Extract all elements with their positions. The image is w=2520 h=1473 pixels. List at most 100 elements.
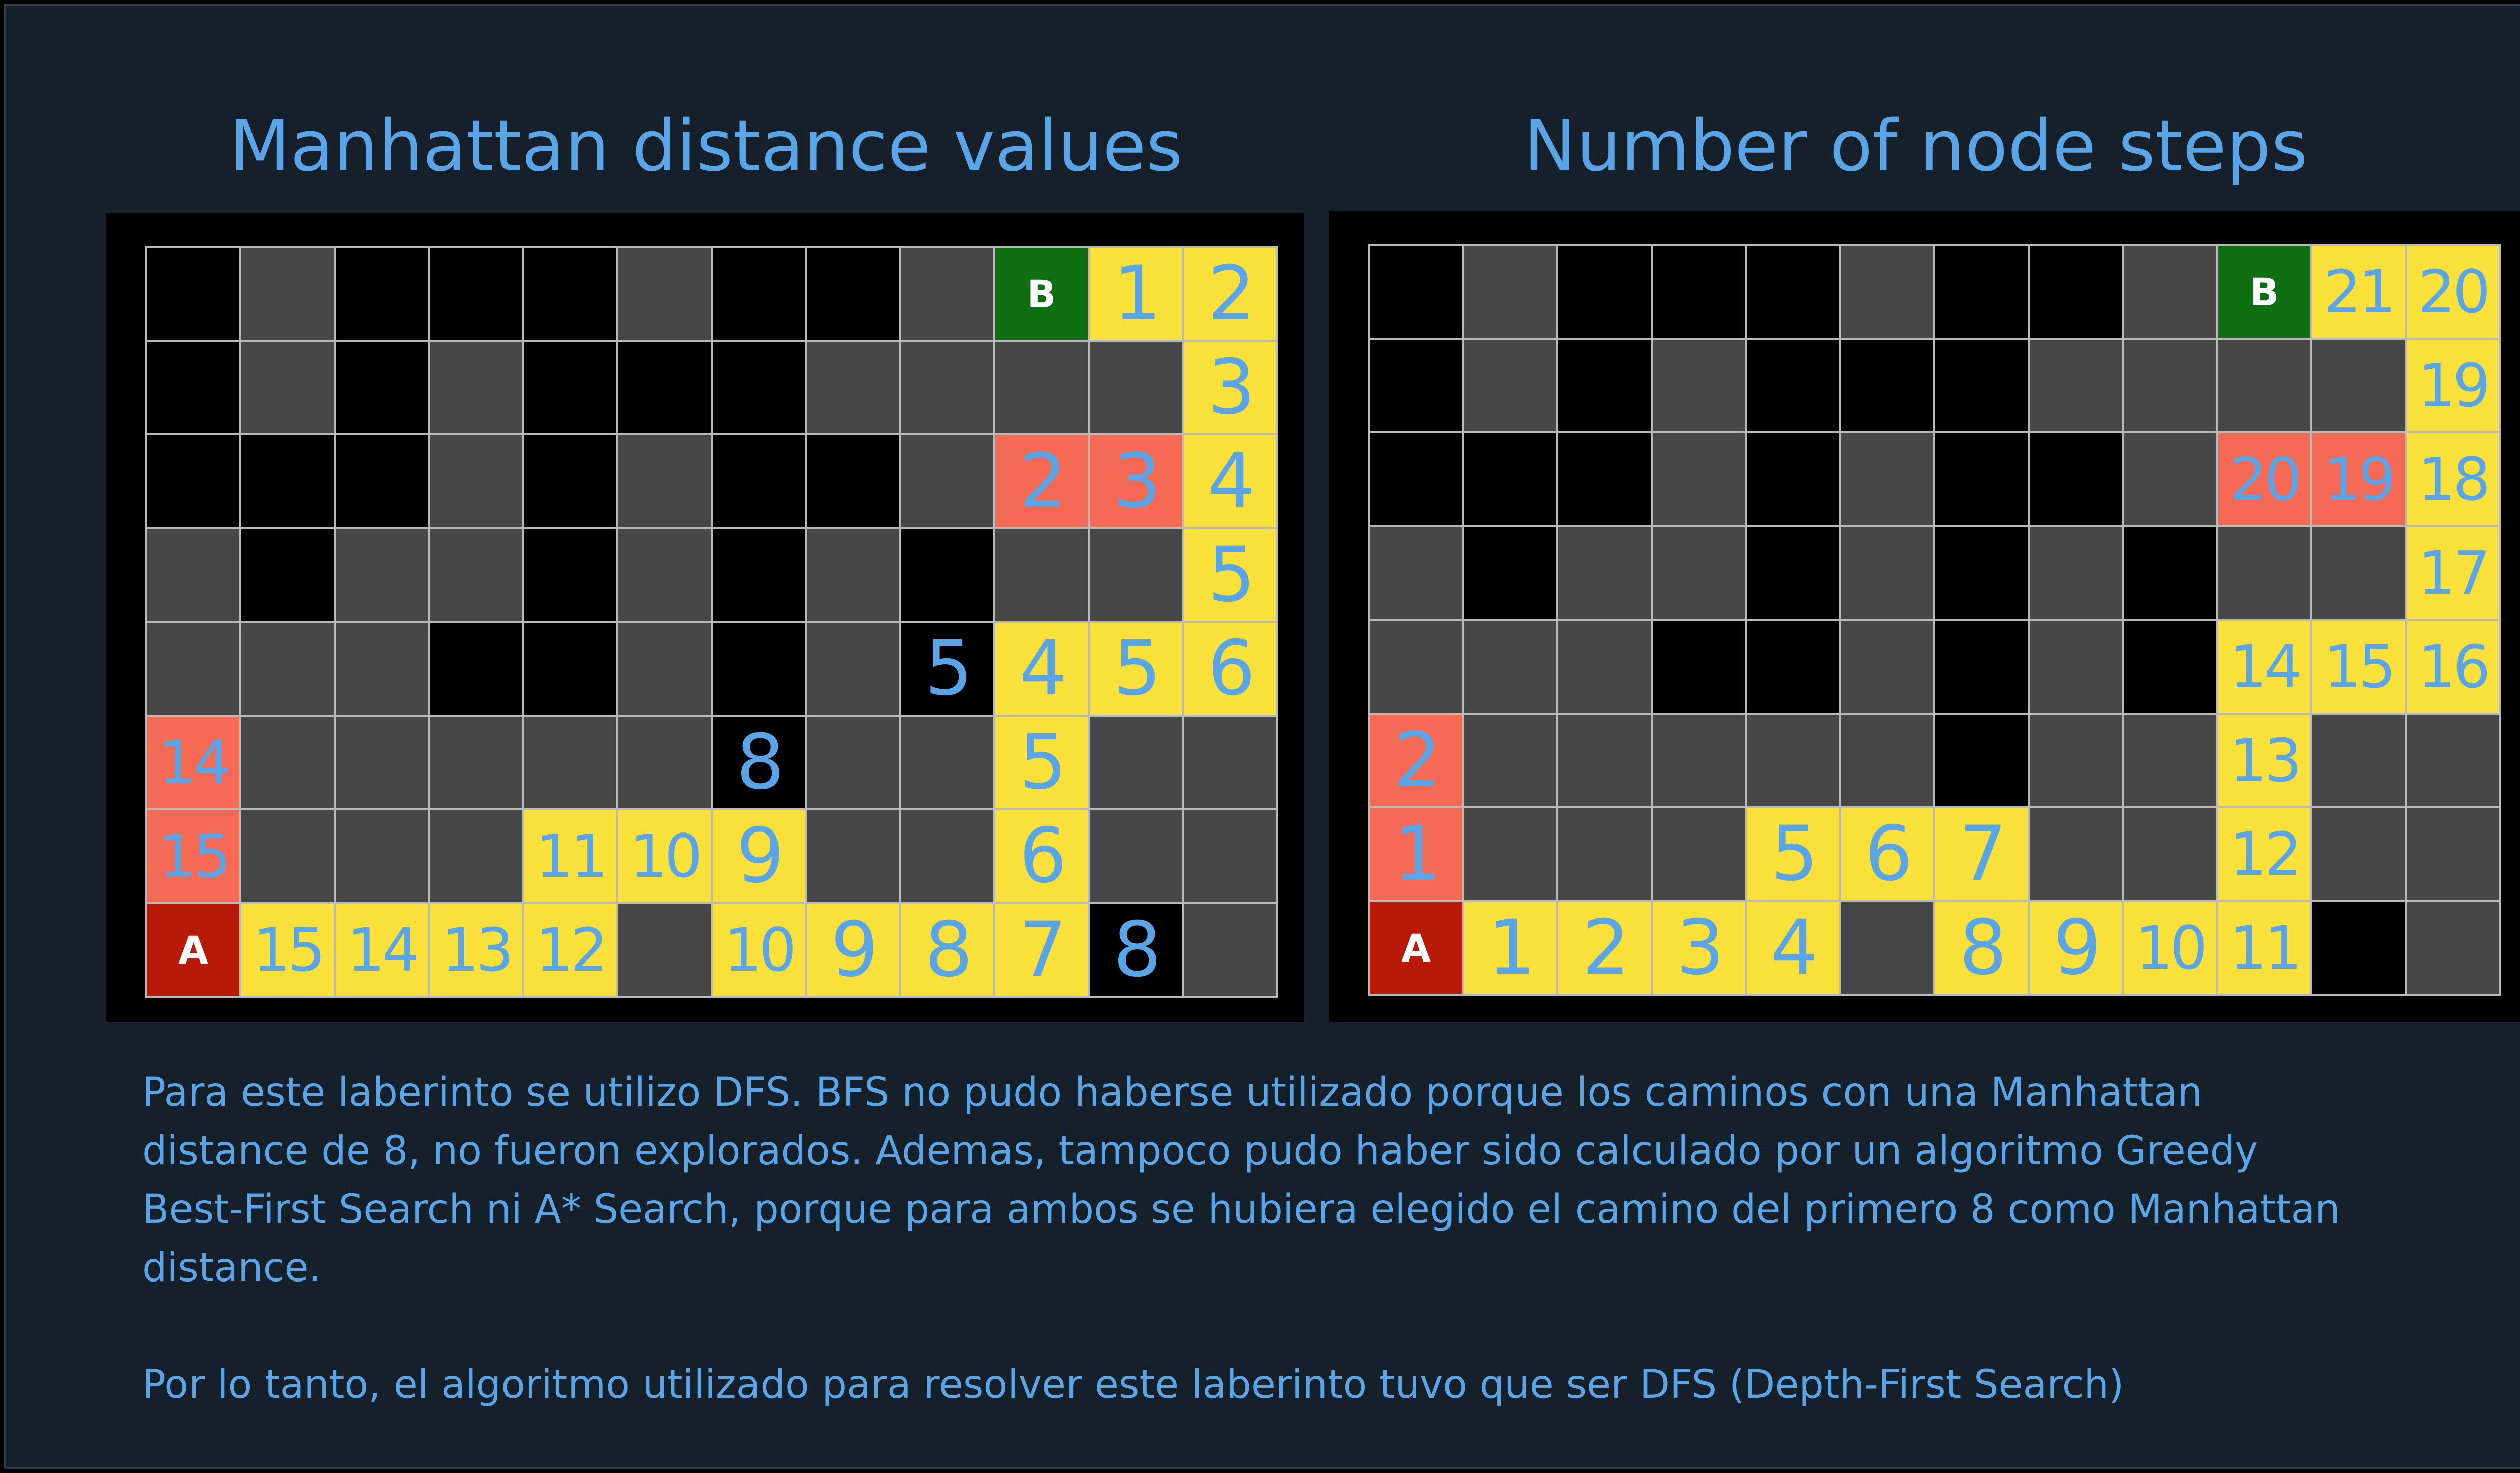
maze-cell-path: 16	[2407, 621, 2501, 715]
maze-cell-open	[901, 435, 995, 529]
maze-cell-path: 10	[618, 810, 713, 904]
maze-cell-start: A	[1370, 902, 1464, 996]
maze-cell-open	[1370, 621, 1464, 715]
maze-cell-open	[1090, 717, 1184, 810]
explanation-text: Para este laberinto se utilizo DFS. BFS …	[142, 1063, 2360, 1414]
maze-cell-open	[2407, 902, 2501, 996]
maze-cell-wall	[1935, 527, 2030, 621]
maze-cell-wall	[2124, 527, 2218, 621]
maze-cell-open	[995, 529, 1090, 623]
maze-cell-open	[1090, 342, 1184, 435]
maze-cell-explored: 3	[1090, 435, 1184, 529]
maze-cell-wall	[713, 623, 807, 717]
maze-cell-path: 9	[713, 810, 807, 904]
maze-cell-open	[2124, 340, 2218, 433]
maze-cell-wall	[524, 435, 618, 529]
maze-cell-path: 18	[2407, 433, 2501, 527]
maze-cell-open	[2030, 340, 2124, 433]
maze-cell-open	[2407, 715, 2501, 808]
manhattan-distance-maze-grid: B 1 2 3 2 3 4 5 5 4 5 6 14 8 5 15 11 10 9 6 A 15 14 13 12 10 9 8 7 8	[145, 246, 1278, 998]
maze-cell-wall	[807, 435, 901, 529]
maze-cell-explored: 19	[2312, 433, 2407, 527]
maze-cell-path: 7	[995, 904, 1090, 998]
left-maze-title: Manhattan distance values	[229, 105, 1183, 187]
maze-cell-open	[2312, 340, 2407, 433]
maze-cell-wall	[807, 248, 901, 342]
maze-cell-path: 6	[1184, 623, 1278, 717]
maze-cell-wall	[1935, 246, 2030, 340]
maze-cell-path: 9	[2030, 902, 2124, 996]
maze-cell-open	[1653, 433, 1747, 527]
maze-cell-open	[430, 342, 524, 435]
maze-cell-open	[2312, 527, 2407, 621]
maze-cell-explored: 20	[2218, 433, 2312, 527]
maze-cell-wall	[2030, 246, 2124, 340]
maze-cell-open	[1558, 621, 1653, 715]
explanation-paragraph: Para este laberinto se utilizo DFS. BFS …	[142, 1070, 2340, 1291]
maze-cell-open	[807, 623, 901, 717]
maze-cell-open	[807, 810, 901, 904]
maze-cell-open	[1090, 810, 1184, 904]
maze-cell-explored: 14	[147, 717, 241, 810]
maze-cell-open	[430, 810, 524, 904]
maze-cell-wall	[2312, 902, 2407, 996]
maze-cell-open	[1370, 527, 1464, 621]
maze-cell-open	[2030, 621, 2124, 715]
maze-cell-open	[2124, 808, 2218, 902]
maze-cell-open	[336, 717, 430, 810]
maze-cell-open	[147, 529, 241, 623]
maze-cell-open	[807, 342, 901, 435]
maze-cell-open	[241, 342, 336, 435]
maze-cell-path: 5	[1747, 808, 1841, 902]
maze-cell-path: 6	[995, 810, 1090, 904]
maze-cell-open	[1841, 246, 1935, 340]
maze-cell-wall	[147, 435, 241, 529]
maze-cell-open	[2312, 808, 2407, 902]
maze-cell-open	[1841, 902, 1935, 996]
maze-cell-wall	[2124, 621, 2218, 715]
maze-cell-open	[1841, 527, 1935, 621]
maze-cell-wall	[1370, 433, 1464, 527]
maze-cell-path: 8	[1935, 902, 2030, 996]
maze-cell-path: 12	[524, 904, 618, 998]
maze-cell-wall	[524, 342, 618, 435]
maze-cell-open	[1558, 715, 1653, 808]
maze-cell-open	[2218, 527, 2312, 621]
maze-cell-wall	[1370, 246, 1464, 340]
maze-cell-path: 8	[901, 904, 995, 998]
maze-cell-open	[430, 435, 524, 529]
maze-cell-wall	[336, 342, 430, 435]
maze-cell-open	[618, 904, 713, 998]
maze-cell-open	[901, 342, 995, 435]
maze-cell-path: 13	[430, 904, 524, 998]
left-maze-panel: B 1 2 3 2 3 4 5 5 4 5 6 14 8 5 15 11 10 9 6 A 15 14 13 12 10 9 8 7 8	[106, 213, 1304, 1022]
maze-cell-wall	[1747, 433, 1841, 527]
maze-cell-open	[336, 529, 430, 623]
maze-cell-path: 21	[2312, 246, 2407, 340]
maze-cell-wall	[524, 623, 618, 717]
maze-cell-path: 15	[241, 904, 336, 998]
maze-cell-wall	[336, 248, 430, 342]
maze-cell-open	[430, 529, 524, 623]
maze-cell-path: 5	[1184, 529, 1278, 623]
maze-cell-open	[1464, 808, 1558, 902]
maze-cell-path: 12	[2218, 808, 2312, 902]
maze-cell-open	[524, 717, 618, 810]
maze-cell-open	[901, 248, 995, 342]
maze-cell-open	[618, 623, 713, 717]
maze-cell-wall	[618, 342, 713, 435]
maze-cell-wall	[1747, 621, 1841, 715]
maze-cell-wall	[1935, 715, 2030, 808]
maze-cell-open	[1464, 621, 1558, 715]
maze-cell-path: 4	[1747, 902, 1841, 996]
maze-cell-open	[1653, 715, 1747, 808]
maze-cell-path: 14	[2218, 621, 2312, 715]
maze-cell-path: 10	[713, 904, 807, 998]
maze-cell-open	[1464, 340, 1558, 433]
maze-cell-wall	[1841, 340, 1935, 433]
maze-cell-path: 3	[1184, 342, 1278, 435]
maze-cell-open	[901, 717, 995, 810]
maze-cell-wall: 5	[901, 623, 995, 717]
maze-cell-open	[618, 717, 713, 810]
maze-cell-open	[2124, 715, 2218, 808]
